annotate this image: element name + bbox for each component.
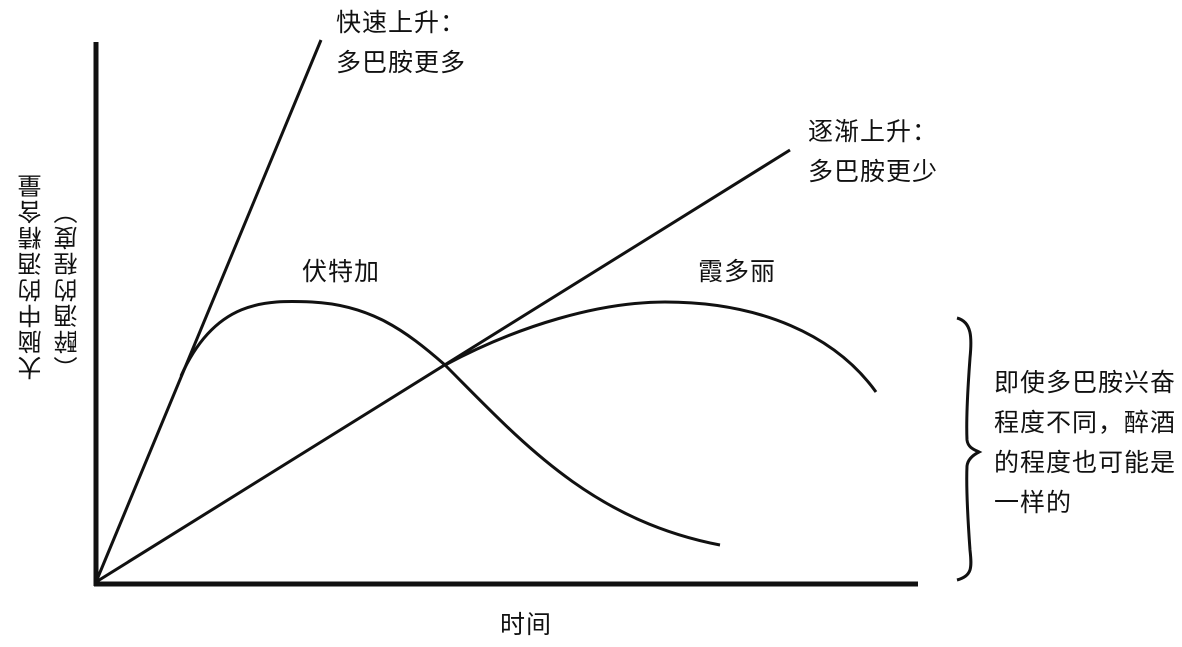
vodka-curve (179, 299, 721, 547)
note-line-2: 程度不同，醉酒 (994, 408, 1177, 437)
fast-rise-label-line2: 多巴胺更多 (336, 48, 467, 77)
y-axis-sublabel: （醉酒的程度） (54, 198, 82, 380)
note-line-4: 一样的 (994, 488, 1073, 517)
vodka-label: 伏特加 (302, 257, 381, 286)
chardonnay-label: 霞多丽 (698, 257, 777, 286)
curly-brace (956, 316, 983, 582)
x-axis-label: 时间 (500, 610, 553, 639)
y-axis-label: 大脑中的酒精含量 (18, 172, 46, 380)
gradual-rise-line (95, 148, 791, 584)
gradual-rise-label-line1: 逐渐上升： (808, 117, 939, 146)
fast-rise-line (94, 39, 323, 583)
chardonnay-curve (444, 300, 878, 393)
note-line-3: 的程度也可能是 (994, 448, 1177, 477)
gradual-rise-label-line2: 多巴胺更少 (808, 157, 939, 186)
fast-rise-label-line1: 快速上升： (336, 8, 467, 37)
note-line-1: 即使多巴胺兴奋 (994, 368, 1177, 397)
